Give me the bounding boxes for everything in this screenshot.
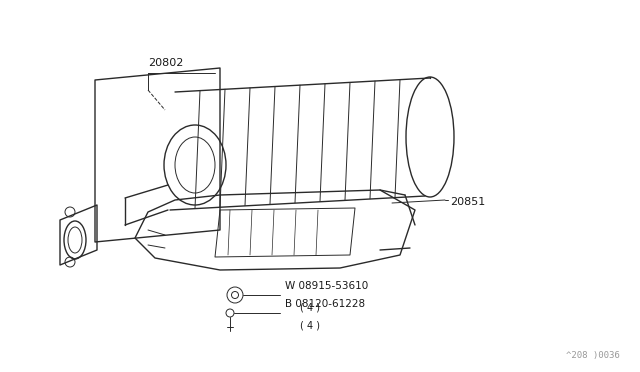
Text: ( 4 ): ( 4 ) (300, 321, 320, 331)
Text: B 08120-61228: B 08120-61228 (285, 299, 365, 309)
Text: W 08915-53610: W 08915-53610 (285, 281, 368, 291)
Text: 20802: 20802 (148, 58, 184, 68)
Text: ( 4 ): ( 4 ) (300, 303, 320, 313)
Text: 20851: 20851 (450, 197, 485, 207)
Text: ^208 )0036: ^208 )0036 (566, 351, 620, 360)
